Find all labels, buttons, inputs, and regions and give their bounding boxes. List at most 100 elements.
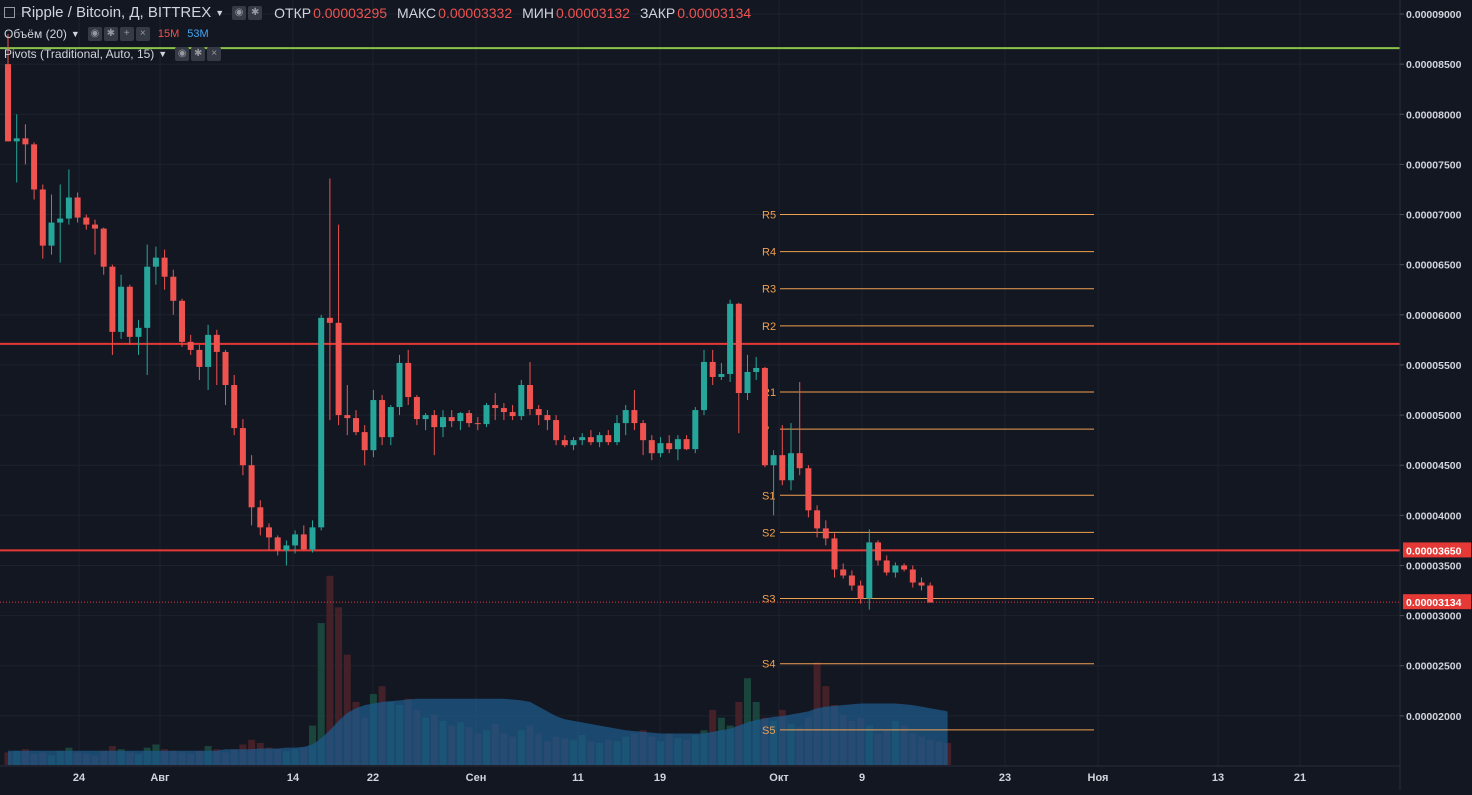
candle: [518, 379, 525, 421]
candle-body: [796, 453, 803, 469]
candle-body: [31, 144, 38, 190]
price-label: 0.00003650: [1406, 545, 1462, 557]
pivot-label-s1: S1: [762, 490, 775, 502]
pivots-indicator-label[interactable]: Pivots (Traditional, Auto, 15): [4, 47, 155, 61]
candle: [22, 124, 29, 165]
candle-body: [614, 423, 620, 443]
candle-body: [544, 415, 551, 421]
y-tick-label: 0.00003000: [1406, 611, 1462, 623]
y-tick-label: 0.00003500: [1406, 560, 1462, 572]
x-tick-label: Ноя: [1088, 772, 1109, 784]
candle-body: [892, 565, 899, 573]
y-tick-label: 0.00004000: [1406, 510, 1462, 522]
candle-body: [344, 415, 351, 419]
settings-icon[interactable]: ✱: [191, 47, 206, 61]
candle-body: [535, 409, 542, 416]
candle: [631, 390, 638, 431]
candle-body: [335, 322, 342, 416]
candle-body: [387, 407, 394, 438]
candle-body: [83, 217, 90, 225]
y-tick-label: 0.00009000: [1406, 9, 1462, 21]
candle: [587, 430, 594, 446]
candle: [413, 395, 420, 426]
candle-body: [144, 266, 151, 328]
y-tick-label: 0.00006500: [1406, 260, 1462, 272]
symbol-title[interactable]: Ripple / Bitcoin, Д, BITTREX: [21, 4, 212, 21]
candle: [257, 500, 264, 536]
candle: [248, 455, 255, 526]
settings-icon[interactable]: ✱: [248, 5, 263, 20]
y-tick-label: 0.00008000: [1406, 109, 1462, 121]
add-icon[interactable]: +: [119, 27, 134, 41]
volume-indicator-label[interactable]: Объём (20): [4, 27, 67, 41]
candle: [857, 580, 864, 604]
chevron-down-icon[interactable]: ▼: [158, 49, 168, 59]
candle-body: [709, 361, 716, 377]
candle-body: [683, 439, 690, 450]
close-icon[interactable]: ×: [135, 27, 150, 41]
candle: [196, 344, 203, 380]
candle-body: [222, 351, 229, 385]
candle: [422, 413, 429, 431]
candle: [561, 435, 568, 448]
candle-body: [648, 440, 655, 454]
candle-body: [161, 257, 168, 277]
y-tick-label: 0.00006000: [1406, 310, 1462, 322]
candle: [370, 390, 377, 458]
close-icon[interactable]: ×: [207, 47, 222, 61]
volume-bar: [343, 654, 351, 765]
candle: [683, 435, 690, 451]
x-tick-label: Окт: [769, 772, 789, 784]
candle: [640, 420, 647, 456]
candle: [83, 214, 90, 230]
candle-body: [353, 418, 359, 433]
candle-body: [292, 534, 299, 546]
eye-icon[interactable]: ◉: [87, 27, 102, 41]
candle-body: [622, 410, 629, 424]
candle-body: [57, 218, 64, 223]
chart-header: Ripple / Bitcoin, Д, BITTREX ▼ ◉ ✱ ОТКР …: [0, 0, 1000, 74]
candle: [57, 184, 64, 263]
candle-body: [5, 64, 11, 142]
candle-body: [448, 417, 455, 422]
candle-body: [318, 317, 325, 528]
candle-body: [822, 528, 829, 539]
candle: [692, 407, 699, 454]
ohlc-close-label: ЗАКР: [639, 4, 676, 21]
candle: [500, 403, 507, 421]
collapse-icon[interactable]: [4, 7, 15, 18]
x-tick-label: 11: [572, 772, 584, 784]
chevron-down-icon[interactable]: ▼: [70, 29, 80, 39]
candle: [353, 410, 359, 436]
volume-bar: [317, 623, 325, 765]
candle: [405, 349, 412, 406]
x-tick-label: 9: [859, 772, 865, 784]
y-tick-label: 0.00007500: [1406, 159, 1462, 171]
eye-icon[interactable]: ◉: [232, 5, 247, 20]
candle-body: [466, 413, 473, 424]
y-tick-label: 0.00005000: [1406, 410, 1462, 422]
candle: [161, 249, 168, 290]
candle: [170, 269, 177, 315]
candle-body: [118, 286, 125, 332]
candle: [274, 535, 281, 556]
candle-body: [744, 371, 751, 394]
candle-body: [213, 334, 220, 352]
candle-body: [135, 327, 142, 337]
chevron-down-icon[interactable]: ▼: [215, 7, 225, 18]
candle-body: [92, 224, 98, 229]
candle-body: [918, 582, 925, 586]
x-tick-label: 22: [367, 772, 379, 784]
eye-icon[interactable]: ◉: [175, 47, 190, 61]
settings-icon[interactable]: ✱: [103, 27, 118, 41]
candle-body: [674, 439, 681, 450]
x-tick-label: Сен: [466, 772, 487, 784]
candle: [65, 169, 72, 225]
candle-body: [692, 410, 699, 450]
candle: [761, 366, 768, 468]
candle: [266, 523, 272, 551]
candle: [822, 520, 829, 546]
candle: [326, 178, 333, 421]
